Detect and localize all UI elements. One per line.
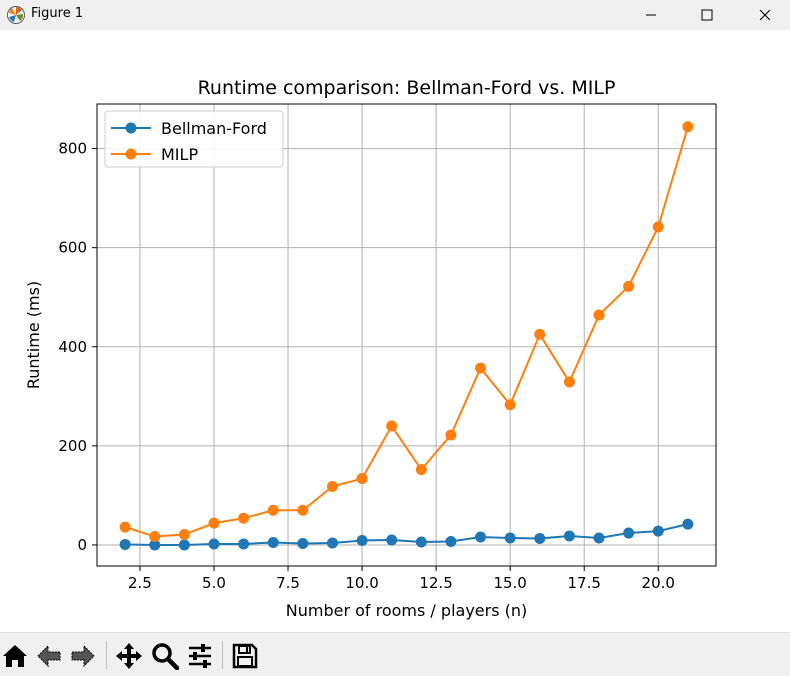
- x-tick-label: 5.0: [202, 574, 226, 592]
- back-button[interactable]: [34, 641, 64, 671]
- y-tick-label: 200: [58, 437, 87, 455]
- milp-data-point: [652, 221, 664, 233]
- legend-label-bellman-ford: Bellman-Ford: [161, 119, 267, 138]
- move-icon: [116, 643, 142, 669]
- milp-data-point: [326, 480, 338, 492]
- close-icon: [759, 9, 771, 21]
- series-layer: [119, 121, 694, 551]
- pan-button[interactable]: [114, 641, 144, 671]
- bellman-ford-data-point: [475, 531, 487, 543]
- maximize-button[interactable]: [684, 0, 730, 30]
- milp-data-point: [415, 464, 427, 476]
- window-titlebar: Figure 1: [0, 0, 790, 30]
- milp-data-point: [504, 399, 516, 411]
- back-arrow-icon: [37, 644, 61, 668]
- x-tick-label: 12.5: [419, 574, 452, 592]
- legend-marker-bellman-ford: [125, 122, 137, 134]
- bellman-ford-data-point: [682, 518, 694, 530]
- milp-data-point: [297, 504, 309, 516]
- milp-data-point: [119, 521, 131, 533]
- bellman-ford-data-point: [119, 538, 131, 550]
- milp-data-point: [445, 429, 457, 441]
- bellman-ford-data-point: [326, 537, 338, 549]
- toolbar-separator: [106, 641, 107, 669]
- chart-title: Runtime comparison: Bellman-Ford vs. MIL…: [198, 77, 616, 99]
- bellman-ford-data-point: [415, 536, 427, 548]
- milp-data-point: [475, 362, 487, 374]
- milp-data-point: [563, 376, 575, 388]
- milp-data-point: [593, 309, 605, 321]
- x-tick-label: 15.0: [493, 574, 526, 592]
- milp-data-point: [356, 473, 368, 485]
- bellman-ford-data-point: [652, 525, 664, 537]
- milp-data-point: [386, 420, 398, 432]
- configure-subplots-button[interactable]: [185, 641, 215, 671]
- milp-data-point: [682, 121, 694, 133]
- bellman-ford-data-point: [208, 538, 220, 550]
- x-tick-label: 20.0: [642, 574, 675, 592]
- x-tick-label: 10.0: [345, 574, 378, 592]
- save-icon: [232, 643, 258, 669]
- milp-data-point: [534, 328, 546, 340]
- milp-data-point: [208, 517, 220, 529]
- milp-data-point: [149, 531, 161, 543]
- figure-canvas: 2.5 5.0 7.5 10.0 12.5 15.0 17.5 20.0 0 200 400 600 8…: [0, 30, 790, 632]
- y-axis-label: Runtime (ms): [24, 281, 43, 389]
- bellman-ford-data-point: [297, 537, 309, 549]
- bellman-ford-data-point: [356, 534, 368, 546]
- zoom-button[interactable]: [150, 641, 180, 671]
- home-icon: [3, 645, 27, 667]
- x-tick-label: 7.5: [276, 574, 300, 592]
- y-tick-label: 600: [58, 239, 87, 257]
- maximize-icon: [701, 9, 713, 21]
- toolbar-separator: [222, 641, 223, 669]
- legend-marker-milp: [125, 148, 137, 160]
- milp-data-point: [623, 280, 635, 292]
- y-tick-label: 400: [58, 338, 87, 356]
- zoom-icon: [152, 643, 179, 670]
- bellman-ford-data-point: [445, 535, 457, 547]
- bellman-ford-data-point: [149, 539, 161, 551]
- close-button[interactable]: [742, 0, 788, 30]
- bellman-ford-data-point: [504, 532, 516, 544]
- forward-arrow-icon: [71, 644, 95, 668]
- bellman-ford-data-point: [534, 533, 546, 545]
- axes-frame: [96, 103, 717, 567]
- milp-series-line: [124, 126, 689, 538]
- navigation-toolbar: [0, 632, 790, 676]
- save-button[interactable]: [230, 641, 260, 671]
- minimize-icon: [646, 14, 656, 16]
- ticks-layer: 2.5 5.0 7.5 10.0 12.5 15.0 17.5 20.0 0 200 400 600 8…: [58, 140, 675, 592]
- bellman-ford-data-point: [267, 536, 279, 548]
- bellman-ford-data-point: [563, 530, 575, 542]
- milp-data-point: [267, 504, 279, 516]
- y-tick-label: 800: [58, 140, 87, 158]
- milp-data-point: [238, 512, 250, 524]
- milp-data-point: [178, 529, 190, 541]
- home-button[interactable]: [0, 641, 30, 671]
- forward-button[interactable]: [68, 641, 98, 671]
- x-tick-label: 17.5: [568, 574, 601, 592]
- legend: Bellman-Ford MILP: [104, 110, 284, 168]
- x-tick-label: 2.5: [128, 574, 152, 592]
- x-axis-label: Number of rooms / players (n): [286, 601, 528, 620]
- window-title: Figure 1: [31, 6, 84, 21]
- bellman-ford-data-point: [593, 532, 605, 544]
- matplotlib-logo-icon: [7, 6, 25, 24]
- grid-layer: [97, 104, 716, 566]
- legend-label-milp: MILP: [161, 145, 198, 164]
- bellman-ford-data-point: [178, 539, 190, 551]
- y-tick-label: 0: [77, 536, 87, 554]
- sliders-icon: [189, 644, 211, 668]
- bellman-ford-data-point: [623, 527, 635, 539]
- line-chart: 2.5 5.0 7.5 10.0 12.5 15.0 17.5 20.0 0 200 400 600 8…: [24, 77, 717, 620]
- minimize-button[interactable]: [628, 0, 674, 30]
- bellman-ford-data-point: [238, 538, 250, 550]
- bellman-ford-data-point: [386, 534, 398, 546]
